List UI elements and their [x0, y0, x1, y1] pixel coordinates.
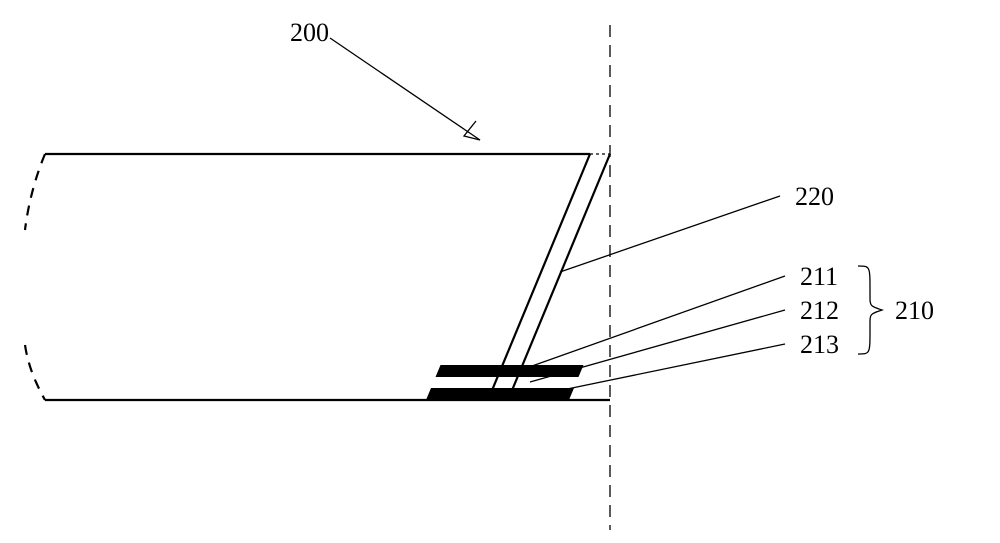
label-211: 211 [800, 262, 838, 292]
label-200: 200 [290, 18, 329, 48]
body-left-bottom-dash [25, 345, 45, 400]
brace-210 [858, 266, 882, 354]
arrow-200-shaft [330, 38, 480, 140]
label-220: 220 [795, 182, 834, 212]
band-211 [436, 365, 584, 377]
body-left-top-dash [25, 154, 45, 230]
band-213 [426, 388, 574, 400]
label-210: 210 [895, 296, 934, 326]
label-212: 212 [800, 296, 839, 326]
leader-l211 [518, 276, 785, 371]
leader-l220 [560, 196, 780, 272]
label-213: 213 [800, 330, 839, 360]
